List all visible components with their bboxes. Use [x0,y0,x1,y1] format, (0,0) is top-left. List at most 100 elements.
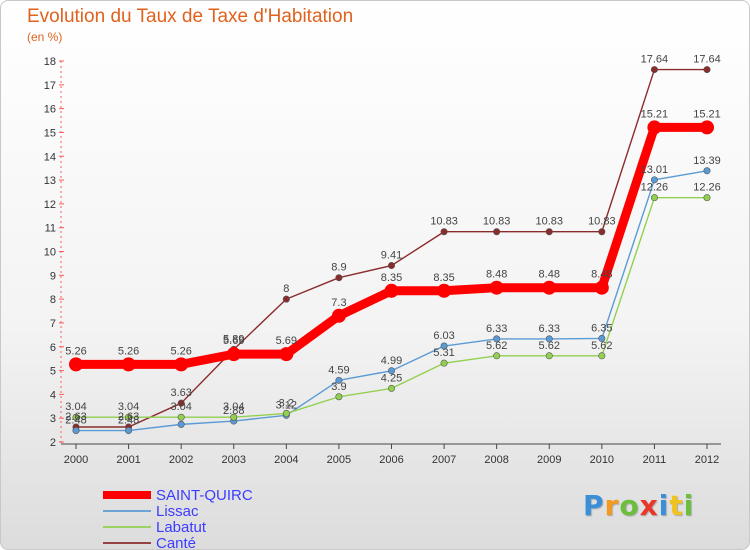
data-label: 5.26 [118,345,139,357]
y-tick-label: 8 [50,294,56,306]
data-point [125,427,133,435]
data-point [387,367,395,375]
data-point [387,384,395,392]
data-point [650,194,658,202]
data-label: 17.64 [693,54,721,66]
y-tick-label: 11 [45,223,56,235]
data-point [542,280,557,295]
data-point [440,342,448,350]
data-point [69,357,83,372]
data-point [177,399,185,407]
data-point [703,66,711,74]
data-point [647,120,662,135]
x-tick-label: 2009 [537,454,561,466]
x-tick-label: 2008 [484,454,508,466]
data-point [282,295,290,303]
data-point [331,308,346,323]
y-tick-label: 16 [44,104,56,116]
data-point [545,352,553,360]
data-point [489,280,504,295]
data-point [598,228,606,236]
logo-letter: o [619,489,640,522]
data-label: 6.35 [591,322,612,334]
data-labels: 5.26 5.26 5.26 5.69 5.69 7.3 8.35 8.35 8.48 8.48 8… [65,54,720,427]
data-point [177,420,185,428]
data-label: 12.26 [693,182,721,194]
x-tick-label: 2002 [169,454,193,466]
data-label: 8.9 [331,262,346,274]
data-label: 17.64 [641,54,669,66]
data-label: 3.04 [65,401,86,413]
x-tick-label: 2011 [643,454,667,466]
x-tick-label: 2004 [274,454,298,466]
data-point [335,376,343,384]
data-label: 2.88 [223,405,244,417]
y-tick-label: 7 [50,318,56,330]
logo-letter: x [639,489,659,522]
data-point [703,194,711,202]
data-label: 5.62 [539,340,560,352]
data-label: 6.33 [486,323,507,335]
logo-letter: P [583,489,605,522]
data-label: 10.83 [588,216,616,228]
data-point [598,352,606,360]
data-point [384,283,399,298]
data-point [493,228,501,236]
data-point [703,167,711,175]
y-tick-label: 6 [50,342,56,354]
data-label: 13.39 [693,155,721,167]
y-tick-label: 13 [44,175,56,187]
data-label: 15.21 [641,108,669,120]
legend-label-lissac: Lissac [156,503,199,520]
data-point [594,280,609,295]
y-axis-unit: (en %) [27,30,63,44]
data-point [279,347,294,362]
x-tick-label: 2001 [116,454,140,466]
data-label: 2.48 [65,415,86,427]
y-tick-label: 2 [50,437,56,449]
data-label: 10.83 [430,216,458,228]
data-label: 5.89 [223,333,244,345]
x-tick-label: 2003 [222,454,246,466]
x-tick-label: 2000 [64,454,88,466]
data-label: 9.41 [381,250,402,262]
data-point [226,347,241,362]
data-label: 5.62 [486,340,507,352]
data-point [125,413,133,421]
data-point [387,262,395,270]
data-label: 3.04 [223,401,244,413]
data-label: 4.59 [328,364,349,376]
series-layer [69,66,714,435]
data-label: 5.62 [591,340,612,352]
data-label: 10.83 [483,216,511,228]
data-label: 4.99 [381,355,402,367]
data-label: 6.03 [433,330,454,342]
data-label: 8.48 [539,269,560,281]
data-point [598,334,606,342]
data-label: 6.33 [539,323,560,335]
data-label: 4.25 [381,372,402,384]
data-label: 8.35 [433,272,454,284]
data-point [177,413,185,421]
data-point [230,413,238,421]
y-tick-label: 15 [44,127,56,139]
data-point [335,274,343,282]
chart-title: Evolution du Taux de Taxe d'Habitation [27,6,354,27]
y-tick-label: 18 [44,56,56,68]
data-label: 5.69 [276,335,297,347]
logo-letter: i [683,489,695,522]
data-point [72,413,80,421]
y-tick-label: 14 [44,151,56,163]
data-label: 2.63 [65,411,86,423]
data-point [440,359,448,367]
data-point [72,427,80,435]
data-label: 5.26 [65,345,86,357]
legend-label-canté: Canté [156,535,196,549]
y-tick-label: 3 [50,413,56,425]
proxiti-logo: Proxiti [583,489,694,522]
data-point [545,228,553,236]
data-label: 10.83 [535,216,563,228]
